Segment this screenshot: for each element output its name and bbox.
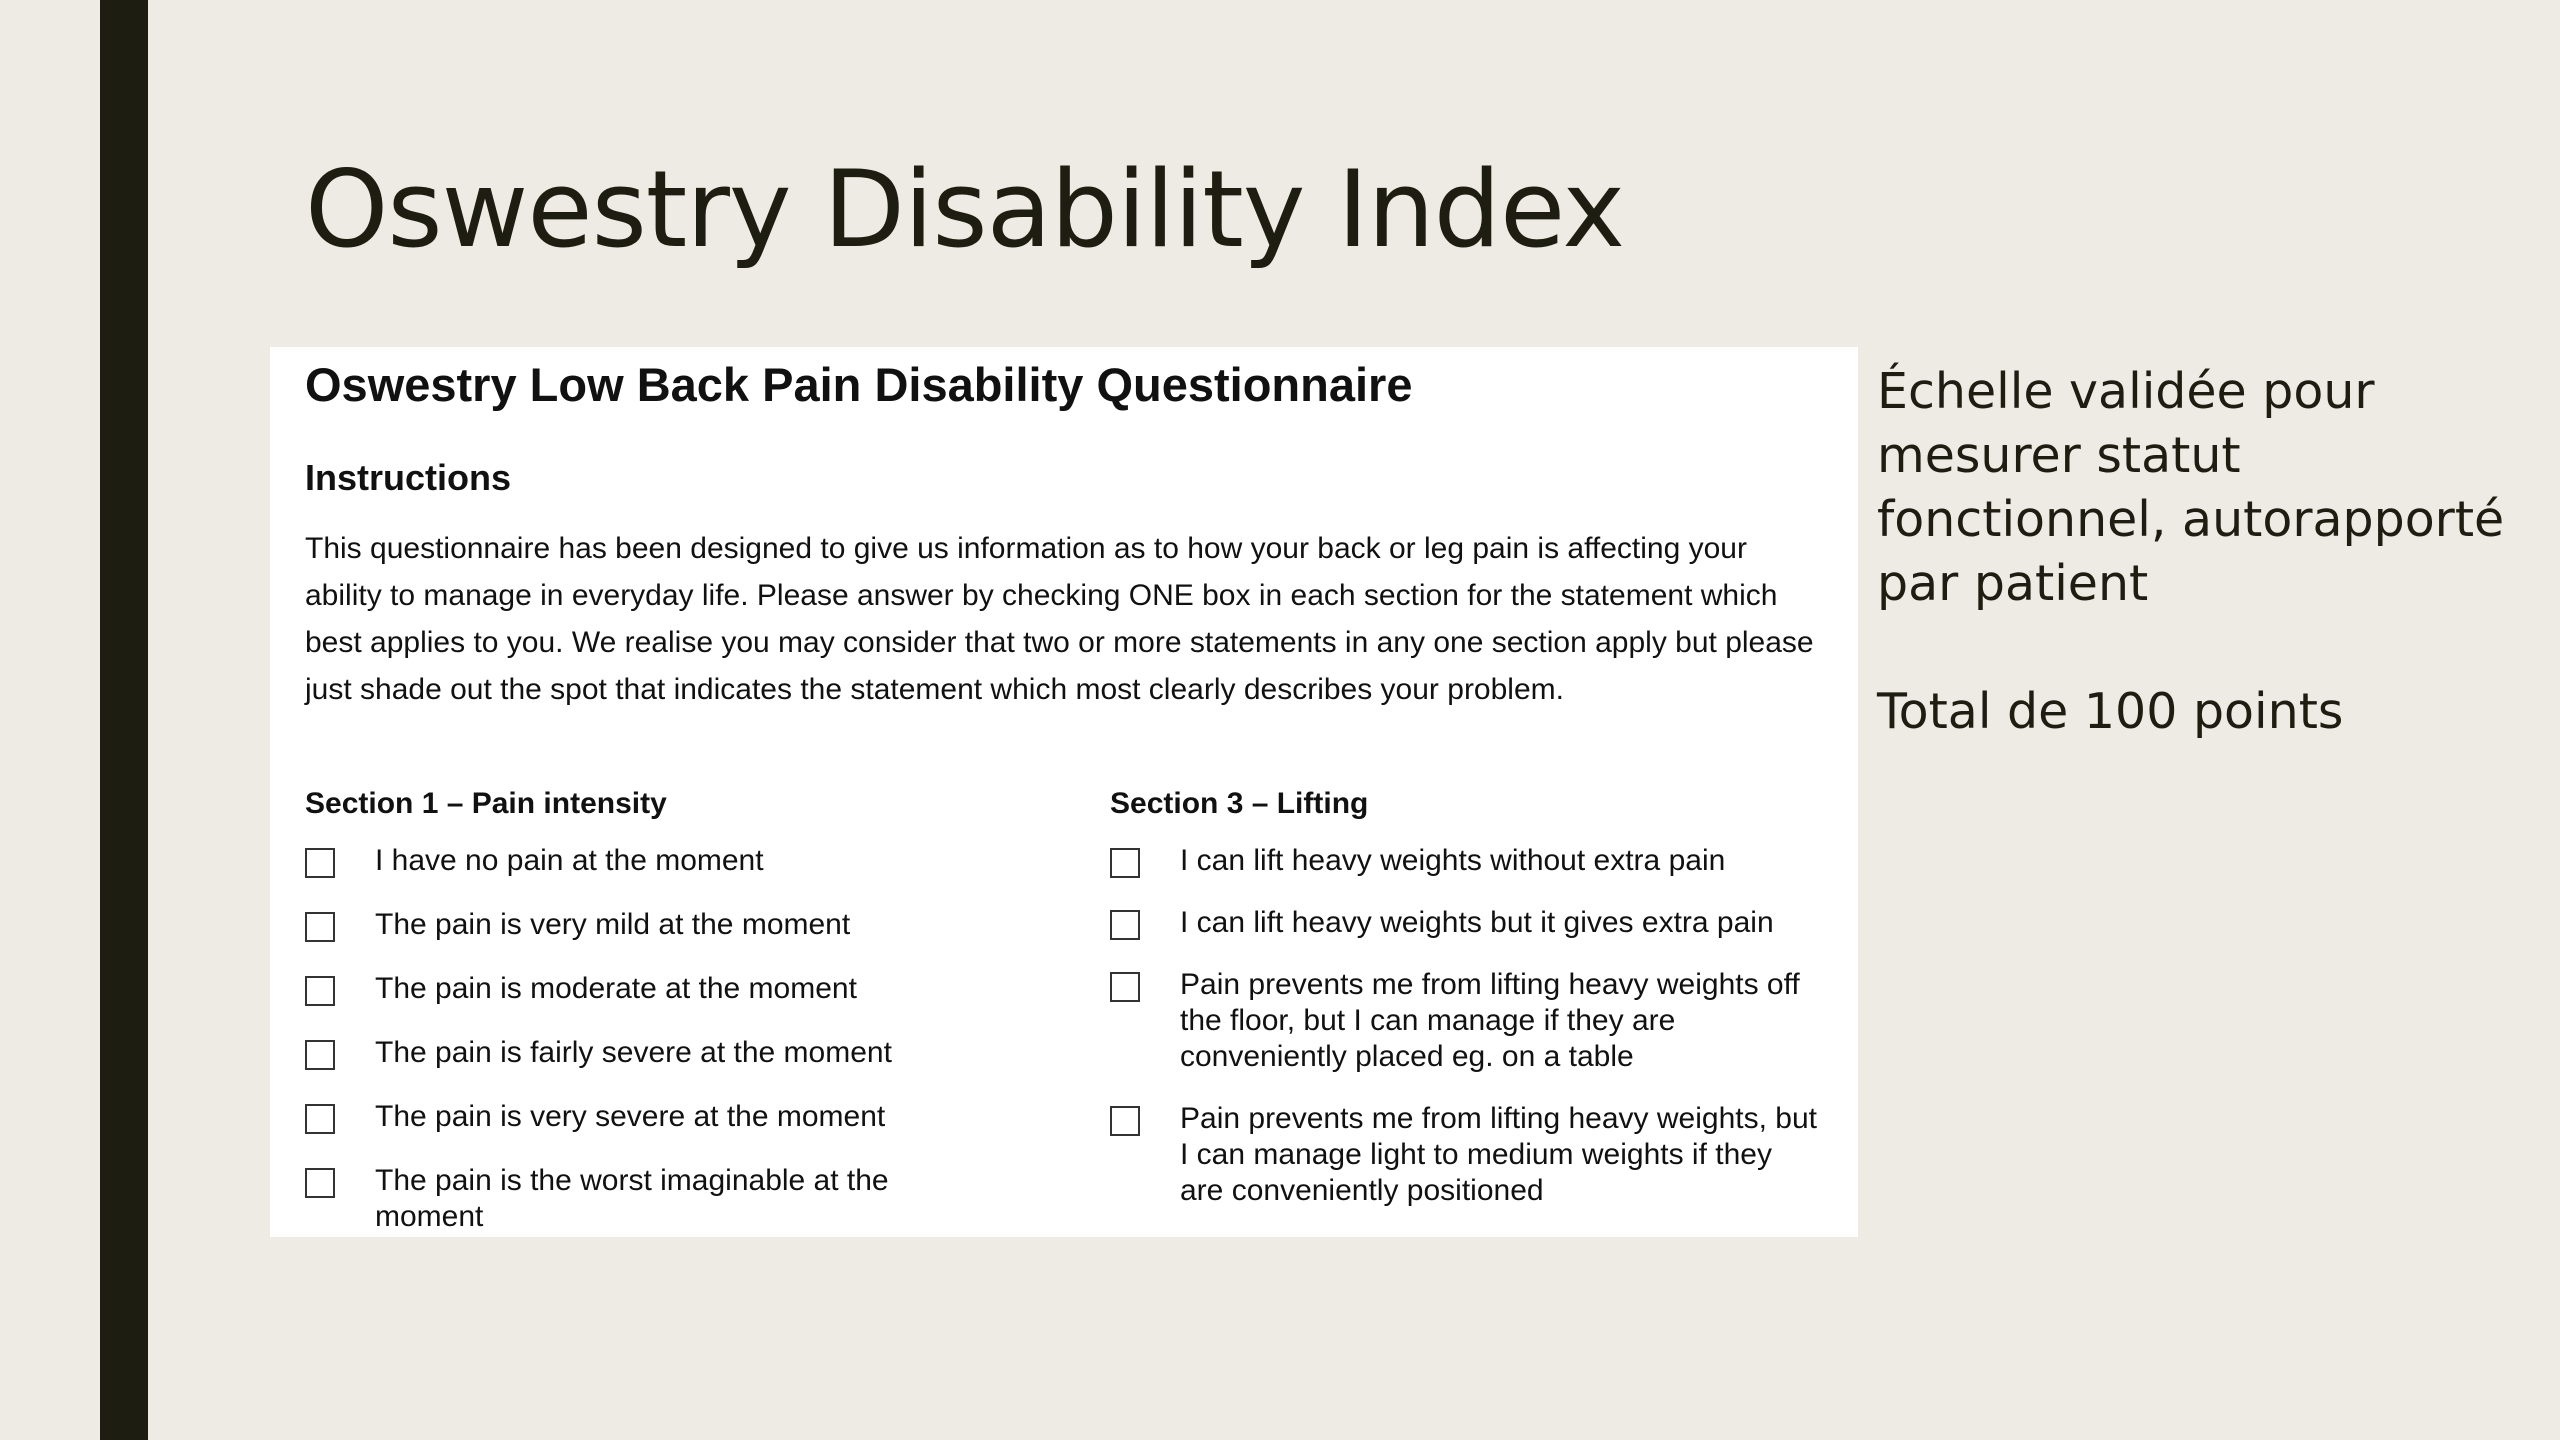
option-label: The pain is very severe at the moment bbox=[375, 1100, 886, 1133]
option-label: I have no pain at the moment bbox=[375, 844, 764, 877]
questionnaire-image: Oswestry Low Back Pain Disability Questi… bbox=[270, 347, 1858, 1237]
checkbox[interactable] bbox=[1110, 972, 1140, 1002]
accent-bar bbox=[100, 0, 148, 1440]
section-1-option: I have no pain at the moment bbox=[305, 843, 1065, 879]
section-1-option: The pain is very mild at the moment bbox=[305, 907, 1065, 943]
option-label: The pain is very mild at the moment bbox=[375, 908, 851, 941]
checkbox[interactable] bbox=[305, 976, 335, 1006]
section-1-option: The pain is fairly severe at the moment bbox=[305, 1035, 1065, 1071]
option-label: Pain prevents me from lifting heavy weig… bbox=[1180, 968, 1800, 1073]
option-label: I can lift heavy weights but it gives ex… bbox=[1180, 906, 1774, 939]
scale-description: Échelle validée pour mesurer statut fonc… bbox=[1877, 363, 2505, 612]
slide-title: Oswestry Disability Index bbox=[305, 148, 1625, 271]
option-label: Pain prevents me from lifting heavy weig… bbox=[1180, 1102, 1817, 1207]
checkbox[interactable] bbox=[1110, 1106, 1140, 1136]
checkbox[interactable] bbox=[305, 1168, 335, 1198]
section-3-option: I can lift heavy weights without extra p… bbox=[1110, 843, 1850, 879]
checkbox[interactable] bbox=[305, 848, 335, 878]
instructions-text: This questionnaire has been designed to … bbox=[305, 532, 1814, 706]
checkbox[interactable] bbox=[305, 912, 335, 942]
questionnaire-heading: Oswestry Low Back Pain Disability Questi… bbox=[305, 358, 1413, 411]
section-3-option: Pain prevents me from lifting heavy weig… bbox=[1110, 967, 1850, 1075]
section-3-option: I can lift heavy weights but it gives ex… bbox=[1110, 905, 1850, 941]
instructions-title: Instructions bbox=[305, 457, 512, 498]
section-3-option: Pain prevents me from lifting heavy weig… bbox=[1110, 1101, 1850, 1209]
section-1-option: The pain is very severe at the moment bbox=[305, 1099, 1065, 1135]
section-1: Section 1 – Pain intensity I have no pai… bbox=[305, 787, 1065, 1237]
checkbox[interactable] bbox=[1110, 848, 1140, 878]
checkbox[interactable] bbox=[305, 1104, 335, 1134]
option-label: The pain is fairly severe at the moment bbox=[375, 1036, 892, 1069]
checkbox[interactable] bbox=[305, 1040, 335, 1070]
side-notes: Échelle validée pour mesurer statut fonc… bbox=[1877, 360, 2537, 744]
section-3-title: Section 3 – Lifting bbox=[1110, 787, 1369, 820]
total-points: Total de 100 points bbox=[1877, 683, 2344, 740]
checkbox[interactable] bbox=[1110, 910, 1140, 940]
option-label: I can lift heavy weights without extra p… bbox=[1180, 844, 1726, 877]
section-1-option: The pain is the worst imaginable at the … bbox=[305, 1163, 1065, 1235]
option-label: The pain is the worst imaginable at the … bbox=[375, 1164, 889, 1233]
option-label: The pain is moderate at the moment bbox=[375, 972, 857, 1005]
section-1-option: The pain is moderate at the moment bbox=[305, 971, 1065, 1007]
section-1-title: Section 1 – Pain intensity bbox=[305, 787, 667, 820]
section-3: Section 3 – Lifting I can lift heavy wei… bbox=[1110, 787, 1850, 1235]
